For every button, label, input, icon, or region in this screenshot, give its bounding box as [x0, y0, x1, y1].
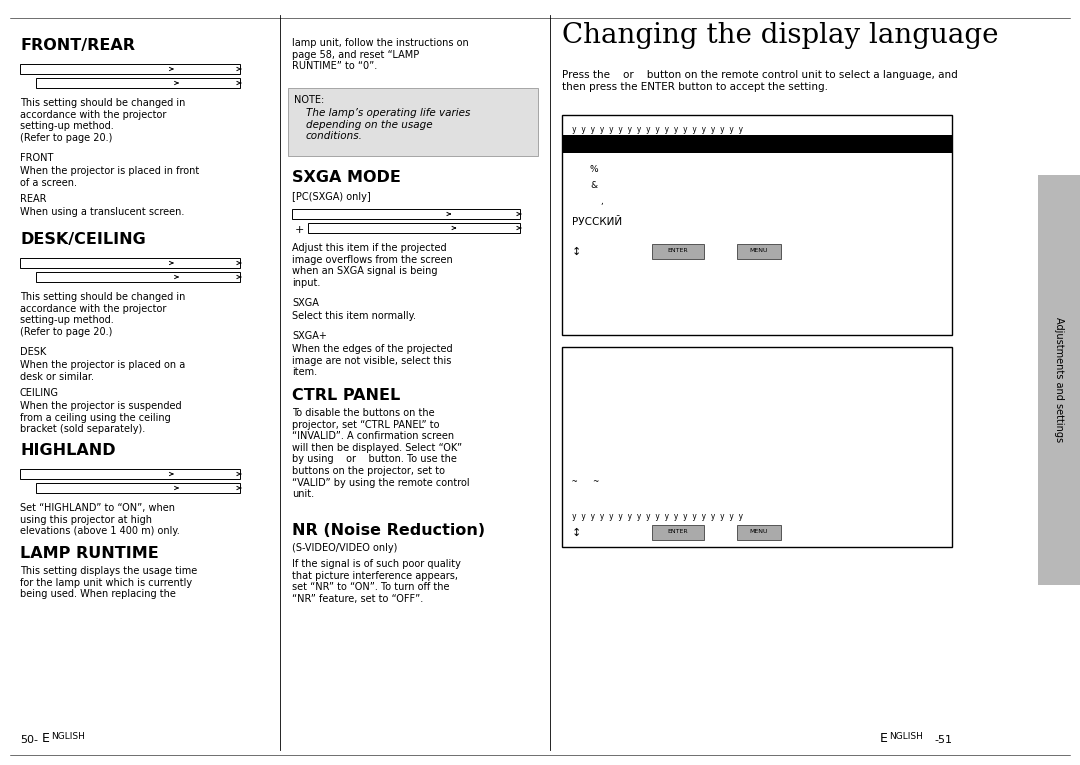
Text: DESK/CEILING: DESK/CEILING: [21, 232, 146, 247]
Text: ENTER: ENTER: [667, 248, 688, 253]
Bar: [21, 64, 240, 74]
Text: To disable the buttons on the
projector, set “CTRL PANEL” to
“INVALID”. A confir: To disable the buttons on the projector,…: [292, 408, 470, 500]
Text: DESK: DESK: [21, 347, 46, 357]
Text: When the projector is placed on a
desk or similar.: When the projector is placed on a desk o…: [21, 360, 186, 382]
Text: If the signal is of such poor quality
that picture interference appears,
set “NR: If the signal is of such poor quality th…: [292, 559, 461, 604]
Bar: [288, 88, 538, 156]
Text: [PC(SXGA) only]: [PC(SXGA) only]: [292, 192, 370, 202]
Text: NOTE:: NOTE:: [294, 95, 324, 105]
Bar: [21, 258, 240, 268]
Text: -51: -51: [934, 735, 951, 745]
Text: ~   ~: ~ ~: [572, 477, 599, 486]
Text: SXGA MODE: SXGA MODE: [292, 170, 401, 185]
Text: MENU: MENU: [750, 248, 768, 253]
Text: E: E: [42, 732, 50, 745]
Bar: [36, 272, 240, 282]
Text: +: +: [295, 225, 305, 235]
Text: When the projector is placed in front
of a screen.: When the projector is placed in front of…: [21, 166, 199, 187]
Text: ↕: ↕: [572, 247, 581, 257]
Text: lamp unit, follow the instructions on
page 58, and reset “LAMP
RUNTIME” to “0”.: lamp unit, follow the instructions on pa…: [292, 38, 469, 71]
Bar: [292, 209, 519, 219]
Text: NGLISH: NGLISH: [889, 732, 923, 741]
Text: CTRL PANEL: CTRL PANEL: [292, 388, 401, 403]
Text: Adjustments and settings: Adjustments and settings: [1054, 317, 1064, 443]
Text: РУССКИЙ: РУССКИЙ: [572, 217, 622, 227]
Bar: [562, 115, 951, 335]
Text: FRONT: FRONT: [21, 153, 53, 163]
Bar: [737, 525, 781, 540]
Text: REAR: REAR: [21, 194, 46, 204]
Text: Select this item normally.: Select this item normally.: [292, 311, 416, 321]
Text: HIGHLAND: HIGHLAND: [21, 443, 116, 458]
Text: y y y y y y y y y y y y y y y y y y y: y y y y y y y y y y y y y y y y y y y: [572, 512, 743, 521]
Text: SXGA+: SXGA+: [292, 331, 327, 341]
Text: ,: ,: [600, 197, 603, 206]
Text: &: &: [590, 181, 597, 190]
Text: CEILING: CEILING: [21, 388, 59, 398]
Text: Changing the display language: Changing the display language: [562, 22, 999, 49]
Text: Press the    or    button on the remote control unit to select a language, and
t: Press the or button on the remote contro…: [562, 70, 958, 92]
Bar: [36, 483, 240, 493]
Bar: [21, 469, 240, 479]
Text: SXGA: SXGA: [292, 298, 319, 308]
Text: When the projector is suspended
from a ceiling using the ceiling
bracket (sold s: When the projector is suspended from a c…: [21, 401, 181, 435]
Text: MENU: MENU: [750, 529, 768, 534]
Text: Adjust this item if the projected
image overflows from the screen
when an SXGA s: Adjust this item if the projected image …: [292, 243, 453, 288]
Bar: [652, 525, 704, 540]
Text: NGLISH: NGLISH: [51, 732, 85, 741]
Text: 50-: 50-: [21, 735, 38, 745]
Text: (S-VIDEO/VIDEO only): (S-VIDEO/VIDEO only): [292, 543, 397, 553]
Text: E: E: [880, 732, 888, 745]
Text: ↕: ↕: [572, 528, 581, 538]
Text: This setting displays the usage time
for the lamp unit which is currently
being : This setting displays the usage time for…: [21, 566, 198, 599]
Text: This setting should be changed in
accordance with the projector
setting-up metho: This setting should be changed in accord…: [21, 292, 186, 337]
Bar: [308, 223, 519, 233]
Bar: [36, 78, 240, 88]
Text: FRONT/REAR: FRONT/REAR: [21, 38, 135, 53]
Bar: [562, 135, 951, 153]
Text: ENTER: ENTER: [667, 529, 688, 534]
Text: Set “HIGHLAND” to “ON”, when
using this projector at high
elevations (above 1 40: Set “HIGHLAND” to “ON”, when using this …: [21, 503, 179, 536]
Text: y y y y y y y y y y y y y y y y y y y: y y y y y y y y y y y y y y y y y y y: [572, 125, 743, 134]
Text: When using a translucent screen.: When using a translucent screen.: [21, 207, 185, 217]
Text: The lamp’s operating life varies
depending on the usage
conditions.: The lamp’s operating life varies dependi…: [306, 108, 471, 142]
Text: NR (Noise Reduction): NR (Noise Reduction): [292, 523, 485, 538]
Text: When the edges of the projected
image are not visible, select this
item.: When the edges of the projected image ar…: [292, 344, 453, 377]
Bar: [652, 244, 704, 259]
Bar: [737, 244, 781, 259]
Bar: [1038, 175, 1080, 585]
Text: This setting should be changed in
accordance with the projector
setting-up metho: This setting should be changed in accord…: [21, 98, 186, 143]
Text: LAMP RUNTIME: LAMP RUNTIME: [21, 546, 159, 561]
Bar: [562, 347, 951, 547]
Text: %: %: [590, 165, 598, 174]
